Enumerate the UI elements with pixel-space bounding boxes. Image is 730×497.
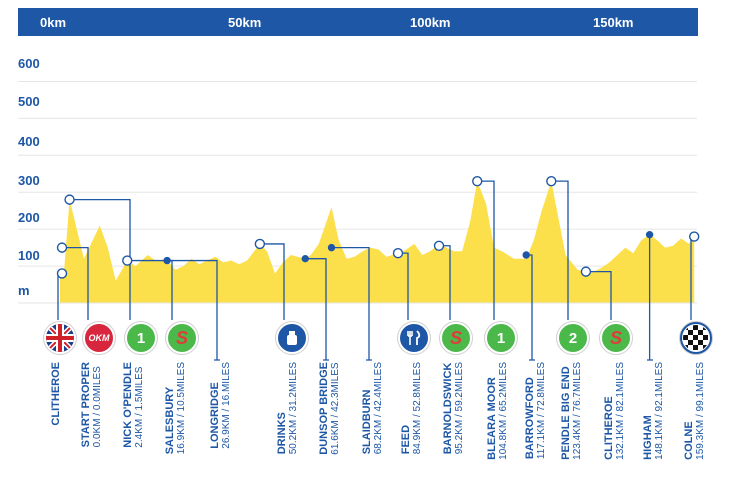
waypoint-marker — [546, 175, 557, 187]
x-tick-label: 50km — [228, 15, 262, 30]
y-tick-label: 500 — [18, 94, 40, 109]
climb-category: 2 — [568, 329, 578, 347]
drinks-icon — [276, 322, 308, 354]
waypoint-marker — [254, 238, 266, 250]
waypoint-marker — [163, 256, 171, 265]
waypoint-marker — [472, 175, 483, 187]
waypoint-marker — [580, 266, 592, 277]
waypoint-marker — [689, 231, 700, 242]
flag-uk-icon — [44, 322, 76, 354]
y-unit-label: m — [18, 283, 30, 298]
waypoint-label: DUNSOP BRIDGE 61.6KM / 42.3MILES — [318, 362, 341, 455]
waypoint-marker — [645, 230, 654, 239]
y-tick-label: 200 — [18, 210, 40, 225]
start-okm-icon: OKM — [83, 322, 115, 354]
waypoint-label: NICK O'PENDLE 2.4KM / 1.5MILES — [122, 362, 145, 448]
waypoint-marker — [64, 194, 75, 205]
distance-axis-bar — [18, 8, 698, 36]
waypoint-label: BLEARA MOOR 104.8KM / 65.2MILES — [486, 362, 509, 460]
x-tick-label: 0km — [40, 15, 67, 30]
sprint-icon: S — [440, 322, 472, 354]
y-tick-label: 600 — [18, 56, 40, 71]
climb-1-icon: 1 — [125, 322, 157, 354]
waypoint-marker — [392, 247, 404, 259]
x-tick-label: 100km — [410, 15, 451, 30]
waypoint-marker — [56, 242, 68, 253]
waypoint-leader-line — [305, 258, 329, 361]
waypoint-label: COLNE 159.3KM / 99.1MILES — [683, 362, 706, 460]
waypoint-leader-line — [259, 243, 285, 320]
waypoint-leader-line — [62, 246, 89, 320]
waypoint-marker — [433, 240, 445, 251]
sprint-icon: S — [166, 322, 198, 354]
waypoint-leader-line — [331, 246, 372, 361]
waypoint-label: CLITHEROE 132.1KM / 82.1MILES — [603, 362, 626, 460]
waypoint-marker — [522, 251, 530, 259]
waypoint-leader-line — [585, 270, 612, 320]
climb-category: 1 — [136, 329, 146, 347]
waypoint-leader-line — [647, 234, 653, 361]
waypoint-label: PENDLE BIG END 123.4KM / 76.7MILES — [560, 362, 583, 460]
finish-flag-icon — [680, 322, 712, 354]
waypoint-label: START PROPER 0.0KM / 0.0MILES — [80, 362, 103, 448]
waypoint-leader-line — [477, 180, 495, 320]
y-tick-label: 100 — [18, 248, 40, 263]
waypoint-leader-line — [551, 180, 569, 320]
x-tick-label: 150km — [593, 15, 634, 30]
sprint-icon: S — [600, 322, 632, 354]
waypoint-label: BARNOLDSWICK 95.2KM / 59.2MILES — [442, 362, 465, 455]
climb-category: 1 — [496, 329, 506, 347]
climb-2-icon: 2 — [557, 322, 589, 354]
waypoint-label: SALESBURY 16.9KM / 10.5MILES — [164, 362, 187, 455]
waypoint-label: HIGHAM 148.1KM / 92.1MILES — [642, 362, 665, 460]
waypoint-leader-line — [69, 198, 131, 320]
climb-1-icon: 1 — [485, 322, 517, 354]
waypoint-label: BARROWFORD 117.1KM / 72.8MILES — [524, 362, 547, 460]
waypoint-label: FEED 84.9KM / 52.8MILES — [400, 362, 423, 455]
sprint-letter: S — [609, 327, 622, 348]
feed-icon — [398, 322, 430, 354]
y-tick-label: 400 — [18, 134, 40, 149]
y-tick-label: 300 — [18, 173, 40, 188]
waypoint-marker — [301, 254, 309, 263]
start-okm-text: OKM — [88, 333, 110, 343]
waypoint-marker — [56, 268, 68, 279]
sprint-letter: S — [449, 327, 462, 348]
waypoint-label: CLITHEROE — [50, 362, 62, 426]
waypoint-label: DRINKS 50.2KM / 31.2MILES — [276, 362, 299, 455]
waypoint-label: LONGRIDGE 26.9KM / 16.MILES — [209, 362, 232, 449]
waypoint-label: SLAIDBURN 68.2KM / 42.4MILES — [361, 362, 384, 455]
elevation-area — [60, 181, 695, 303]
waypoint-marker — [122, 255, 133, 266]
waypoint-marker — [327, 243, 336, 252]
sprint-letter: S — [175, 327, 188, 348]
waypoint-leader-line — [167, 259, 220, 361]
